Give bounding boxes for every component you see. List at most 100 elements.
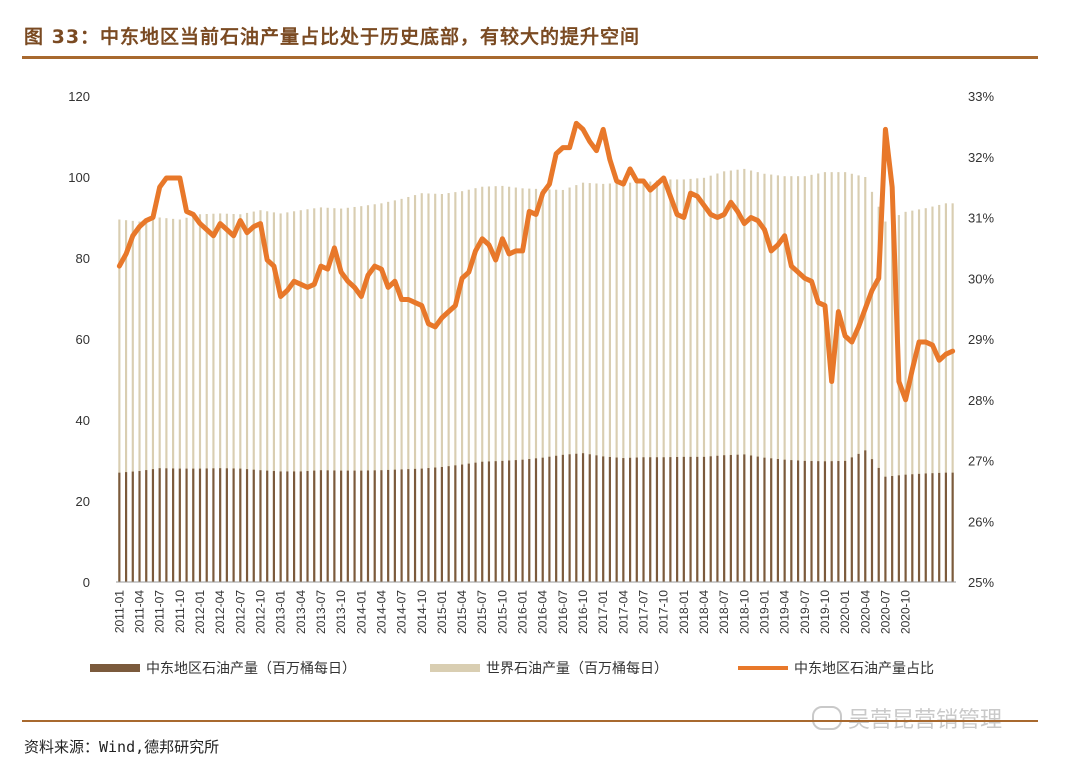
- middle-east-output-bar: [931, 473, 934, 582]
- x-tick-label: 2019-10: [818, 590, 832, 634]
- x-tick-label: 2017-07: [637, 590, 651, 634]
- x-tick-label: 2011-10: [173, 590, 187, 633]
- world-output-bar: [299, 210, 302, 582]
- middle-east-output-bar: [481, 461, 484, 582]
- world-output-bar: [649, 181, 652, 582]
- y-tick-label-left: 80: [76, 251, 90, 266]
- middle-east-output-bar: [266, 470, 269, 583]
- middle-east-output-bar: [676, 456, 679, 582]
- world-output-bar: [682, 179, 685, 582]
- middle-east-output-bar: [938, 472, 941, 582]
- world-output-bar: [400, 198, 403, 582]
- middle-east-output-bar: [837, 461, 840, 582]
- middle-east-output-bar: [581, 453, 585, 582]
- middle-east-output-bar: [319, 470, 323, 582]
- x-tick-label: 2018-10: [737, 590, 751, 634]
- middle-east-output-bar: [366, 470, 370, 582]
- middle-east-output-bar: [911, 474, 914, 582]
- middle-east-output-bar: [776, 459, 779, 582]
- middle-east-output-bar: [629, 457, 632, 582]
- middle-east-output-bar: [790, 460, 793, 582]
- world-output-bar: [770, 174, 773, 582]
- middle-east-output-bar: [353, 470, 356, 583]
- middle-east-output-bar: [588, 454, 591, 582]
- middle-east-output-bar: [494, 461, 497, 582]
- bottom-rule: [22, 720, 1038, 722]
- x-tick-label: 2014-01: [354, 590, 368, 634]
- x-tick-label: 2013-07: [314, 590, 328, 634]
- world-output-bar: [487, 186, 491, 582]
- middle-east-output-bar: [783, 459, 786, 582]
- middle-east-output-bar: [803, 460, 806, 582]
- x-tick-label: 2020-01: [838, 590, 852, 634]
- middle-east-output-bar: [212, 468, 215, 582]
- world-output-bar: [366, 205, 370, 582]
- x-tick-label: 2014-07: [395, 590, 409, 634]
- world-output-bar: [145, 220, 148, 582]
- world-output-bar: [353, 206, 356, 582]
- world-output-bar: [736, 169, 739, 582]
- middle-east-output-bar: [877, 467, 880, 582]
- world-output-bar: [393, 200, 396, 583]
- middle-east-output-bar: [172, 468, 175, 582]
- world-output-bar: [427, 193, 430, 582]
- world-output-bar: [924, 208, 927, 582]
- world-output-bar: [420, 193, 423, 582]
- middle-east-output-bar: [709, 456, 712, 582]
- middle-east-output-bar: [797, 460, 800, 582]
- world-output-bar: [864, 177, 867, 582]
- x-tick-label: 2018-01: [677, 590, 691, 634]
- middle-east-output-bar: [145, 470, 148, 582]
- middle-east-output-bar: [447, 466, 450, 582]
- wechat-icon: [812, 706, 842, 730]
- world-output-bar: [514, 187, 517, 582]
- world-output-bar: [440, 194, 443, 582]
- legend: 中东地区石油产量（百万桶每日） 世界石油产量（百万桶每日） 中东地区石油产量占比: [90, 661, 934, 677]
- world-output-bar: [917, 209, 921, 582]
- middle-east-output-bar: [568, 454, 571, 582]
- middle-east-output-bar: [924, 473, 927, 582]
- middle-east-output-bar: [508, 460, 511, 582]
- middle-east-output-bar: [756, 456, 759, 582]
- world-output-bar: [461, 191, 464, 582]
- middle-east-output-bar: [420, 468, 423, 582]
- middle-east-output-bar: [118, 472, 121, 582]
- world-output-bar: [534, 188, 538, 582]
- x-tick-label: 2016-04: [536, 590, 550, 634]
- middle-east-output-bar: [917, 473, 921, 582]
- world-output-bar: [481, 186, 484, 582]
- legend-label-world-output: 世界石油产量（百万桶每日）: [486, 661, 668, 677]
- middle-east-output-bar: [434, 467, 437, 582]
- y-tick-label-left: 100: [68, 170, 90, 185]
- world-output-bar: [319, 207, 323, 583]
- world-output-bar: [313, 208, 316, 582]
- world-output-bar: [709, 175, 712, 582]
- world-output-bar: [151, 218, 155, 582]
- world-output-bar: [131, 220, 134, 583]
- world-output-bar: [158, 217, 161, 582]
- middle-east-output-bar: [151, 469, 155, 582]
- middle-east-output-bar: [299, 471, 302, 582]
- world-output-bar: [669, 179, 672, 582]
- x-tick-label: 2012-01: [193, 590, 207, 634]
- share-line-layer: [116, 120, 956, 403]
- world-output-bar: [259, 210, 262, 582]
- world-output-bar: [581, 182, 585, 583]
- middle-east-output-bar: [662, 457, 665, 582]
- world-output-bar: [293, 211, 296, 583]
- middle-east-output-bar: [642, 457, 645, 582]
- x-tick-label: 2013-10: [334, 590, 348, 634]
- world-output-bar: [407, 196, 410, 583]
- middle-east-output-bar: [306, 471, 309, 582]
- source-note: 资料来源：Wind,德邦研究所: [24, 738, 220, 756]
- world-output-bar: [306, 209, 309, 582]
- world-output-bar: [528, 188, 531, 583]
- middle-east-output-bar: [810, 461, 813, 582]
- world-output-bar: [877, 206, 880, 582]
- middle-east-output-bar: [716, 455, 719, 582]
- world-output-bar: [326, 207, 329, 582]
- middle-east-output-bar: [380, 470, 383, 582]
- middle-east-output-bar: [844, 460, 847, 582]
- world-output-bar: [413, 195, 417, 582]
- world-output-bar: [938, 204, 941, 582]
